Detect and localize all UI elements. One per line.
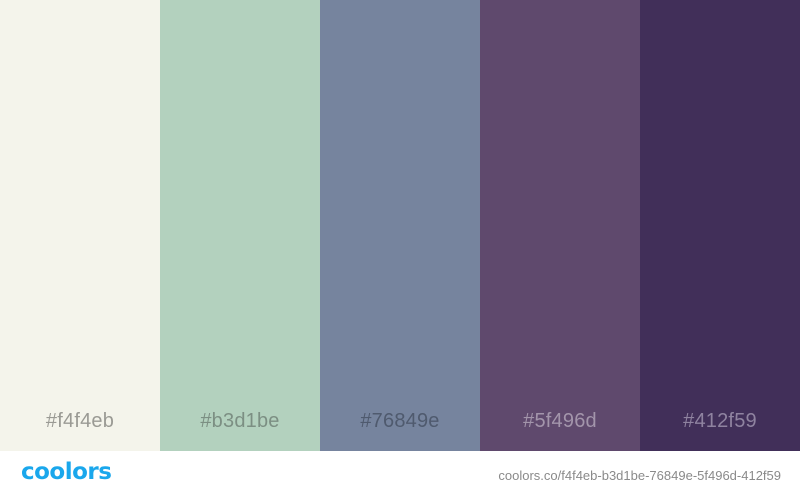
color-swatch-5[interactable]: #412f59 — [640, 0, 800, 451]
color-palette: #f4f4eb #b3d1be #76849e #5f496d #412f59 — [0, 0, 800, 451]
swatch-hex-label: #f4f4eb — [45, 410, 115, 432]
footer-bar: coolors coolors.co/f4f4eb-b3d1be-76849e-… — [0, 451, 800, 500]
color-swatch-2[interactable]: #b3d1be — [160, 0, 320, 451]
swatch-hex-label: #5f496d — [523, 410, 597, 432]
color-swatch-1[interactable]: #f4f4eb — [0, 0, 160, 451]
swatch-hex-label: #b3d1be — [200, 410, 280, 432]
palette-url-link[interactable]: coolors.co/f4f4eb-b3d1be-76849e-5f496d-4… — [498, 468, 781, 483]
color-swatch-4[interactable]: #5f496d — [480, 0, 640, 451]
swatch-hex-label: #412f59 — [683, 410, 757, 432]
coolors-logo[interactable]: coolors — [21, 459, 112, 485]
color-swatch-3[interactable]: #76849e — [320, 0, 480, 451]
swatch-hex-label: #76849e — [360, 410, 440, 432]
